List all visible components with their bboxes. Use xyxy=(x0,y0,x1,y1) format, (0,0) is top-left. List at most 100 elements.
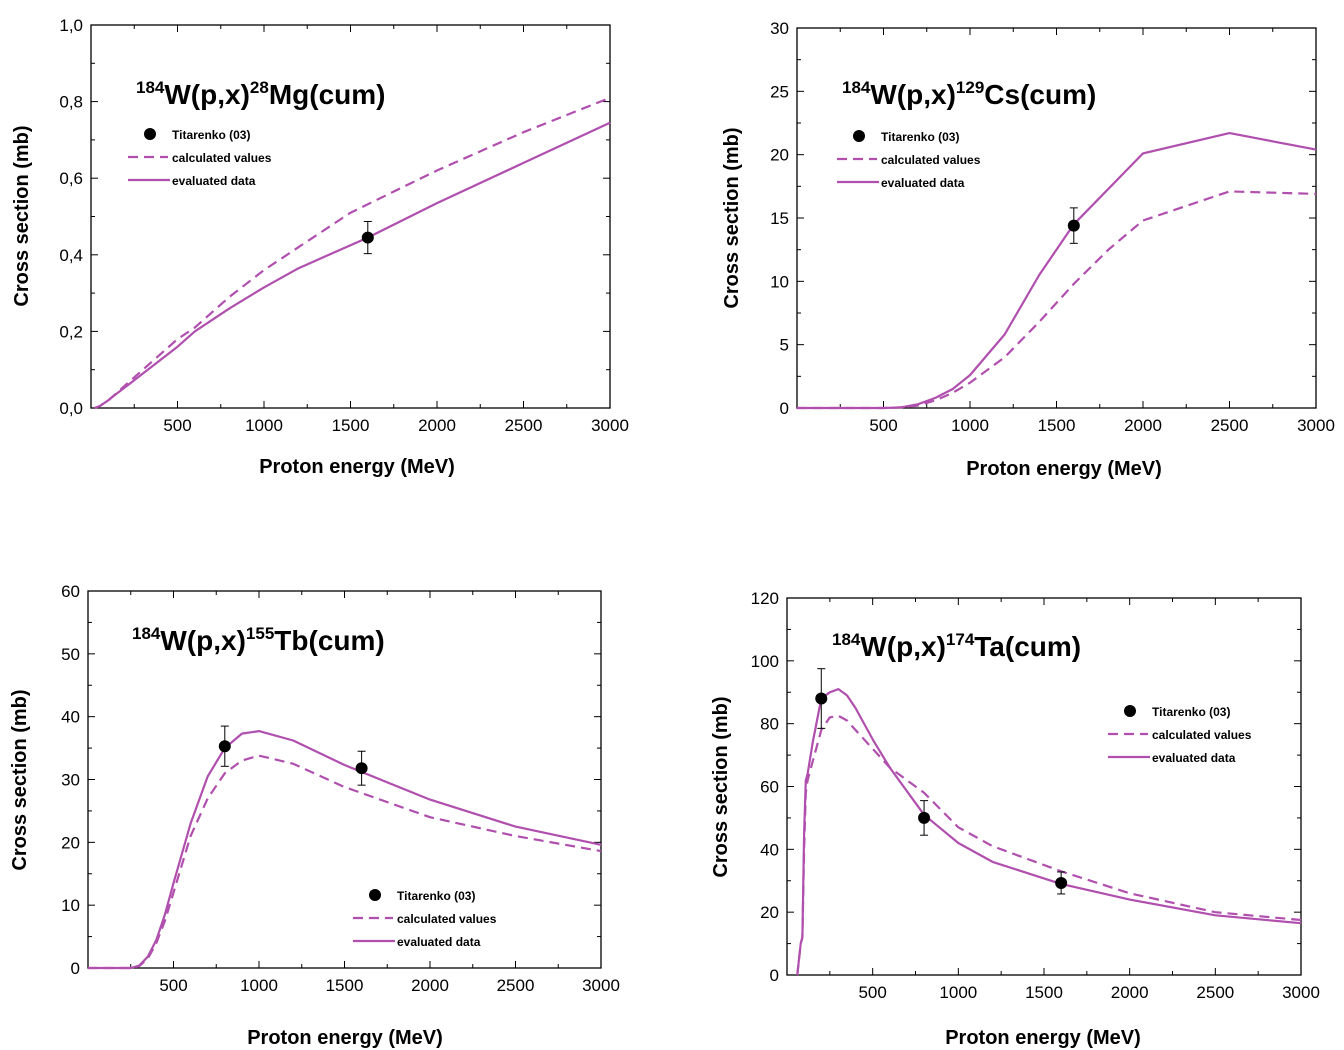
x-tick-label: 500 xyxy=(858,983,886,1002)
y-tick-label: 15 xyxy=(770,209,789,228)
legend-label: Titarenko (03) xyxy=(397,889,475,903)
y-axis-label: Cross section (mb) xyxy=(11,125,33,306)
x-tick-label: 1500 xyxy=(326,976,364,995)
title-superscript: 184 xyxy=(132,624,161,643)
y-tick-label: 60 xyxy=(760,778,779,797)
y-tick-label: 20 xyxy=(770,146,789,165)
legend: Titarenko (03) calculated values evaluated… xyxy=(353,889,497,949)
legend-label: Titarenko (03) xyxy=(1152,705,1230,719)
legend-label: Titarenko (03) xyxy=(172,128,250,142)
panel-title: 184W(p,x)129Cs(cum) xyxy=(842,78,1096,110)
x-axis-label: Proton energy (MeV) xyxy=(966,458,1162,480)
x-tick-label: 1000 xyxy=(245,416,283,435)
y-tick-label: 0,6 xyxy=(59,169,83,188)
x-tick-label: 2500 xyxy=(505,416,543,435)
data-point xyxy=(815,692,828,705)
x-axis-label: Proton energy (MeV) xyxy=(259,456,455,478)
data-point xyxy=(361,231,374,244)
evaluated-data-line xyxy=(94,121,611,410)
x-tick-label: 2000 xyxy=(411,976,449,995)
evaluated-data-line xyxy=(797,132,1317,410)
title-text: W(p,x) xyxy=(164,79,250,110)
legend-label: evaluated data xyxy=(172,174,256,188)
legend-marker-point xyxy=(144,128,156,140)
title-superscript: 184 xyxy=(842,78,871,97)
x-tick-label: 500 xyxy=(163,416,191,435)
legend-label: calculated values xyxy=(172,151,272,165)
calculated-values-line xyxy=(94,96,611,410)
calculated-values-line xyxy=(797,190,1317,410)
y-tick-label: 5 xyxy=(780,336,789,355)
title-text: W(p,x) xyxy=(870,79,956,110)
title-superscript: 174 xyxy=(946,630,975,649)
y-axis-label: Cross section (mb) xyxy=(710,696,732,877)
panel-title: 184W(p,x)28Mg(cum) xyxy=(136,78,385,110)
x-tick-label: 3000 xyxy=(591,416,629,435)
y-tick-label: 0 xyxy=(770,966,779,985)
title-superscript: 184 xyxy=(832,630,861,649)
y-tick-label: 100 xyxy=(751,652,779,671)
x-tick-label: 2500 xyxy=(1211,416,1249,435)
title-superscript: 129 xyxy=(956,78,984,97)
x-tick-label: 3000 xyxy=(1282,983,1320,1002)
x-tick-label: 500 xyxy=(159,976,187,995)
evaluated-data-line xyxy=(796,687,1302,976)
title-superscript: 28 xyxy=(250,78,269,97)
x-tick-label: 1000 xyxy=(240,976,278,995)
x-tick-label: 1500 xyxy=(1025,983,1063,1002)
y-tick-label: 80 xyxy=(760,715,779,734)
y-tick-label: 0 xyxy=(780,399,789,418)
x-tick-label: 1500 xyxy=(332,416,370,435)
title-text: Mg(cum) xyxy=(269,79,386,110)
data-point xyxy=(355,762,368,775)
y-tick-label: 60 xyxy=(61,582,80,601)
y-tick-label: 20 xyxy=(61,833,80,852)
y-tick-label: 30 xyxy=(61,771,80,790)
legend: Titarenko (03) calculated values evaluated… xyxy=(1108,705,1252,765)
y-tick-label: 0,0 xyxy=(59,399,83,418)
x-axis-label: Proton energy (MeV) xyxy=(945,1027,1141,1049)
y-axis-label: Cross section (mb) xyxy=(721,127,743,308)
legend-label: calculated values xyxy=(881,153,981,167)
panel-title: 184W(p,x)155Tb(cum) xyxy=(132,624,385,656)
title-text: Ta(cum) xyxy=(974,631,1081,662)
legend-marker-point xyxy=(369,889,381,901)
legend: Titarenko (03) calculated values evaluated… xyxy=(837,130,981,190)
title-text: Tb(cum) xyxy=(274,625,384,656)
y-tick-label: 40 xyxy=(61,708,80,727)
y-tick-label: 10 xyxy=(61,896,80,915)
legend-label: evaluated data xyxy=(397,935,481,949)
data-point xyxy=(1055,876,1068,889)
calculated-values-line xyxy=(88,754,602,970)
y-axis-label: Cross section (mb) xyxy=(9,689,31,870)
x-tick-label: 2000 xyxy=(1124,416,1162,435)
y-tick-label: 10 xyxy=(770,272,789,291)
chart-panel-4: 500 1000 1500 2000 2500 3000 0 20 40 60 80 100 120 Pr… xyxy=(710,589,1320,1049)
legend-marker-point xyxy=(1124,705,1136,717)
chart-panel-2: 500 1000 1500 2000 2500 3000 0 5 10 15 20 25 30 Proto… xyxy=(721,19,1335,480)
legend-label: calculated values xyxy=(397,912,497,926)
x-tick-label: 1500 xyxy=(1038,416,1076,435)
chart-panel-1: 500 1000 1500 2000 2500 3000 0,0 0,2 0,4 0,6 0,8 1,… xyxy=(11,16,629,478)
y-tick-label: 20 xyxy=(760,903,779,922)
legend-label: calculated values xyxy=(1152,728,1252,742)
y-tick-label: 30 xyxy=(770,19,789,38)
y-tick-label: 120 xyxy=(751,589,779,608)
x-tick-label: 2500 xyxy=(1196,983,1234,1002)
y-tick-label: 0,2 xyxy=(59,322,83,341)
evaluated-data-line xyxy=(88,729,602,970)
title-superscript: 155 xyxy=(246,624,274,643)
y-tick-label: 25 xyxy=(770,82,789,101)
title-text: W(p,x) xyxy=(160,625,246,656)
legend-marker-point xyxy=(853,130,865,142)
x-tick-label: 500 xyxy=(869,416,897,435)
legend-label: Titarenko (03) xyxy=(881,130,959,144)
panel-title: 184W(p,x)174Ta(cum) xyxy=(832,630,1081,662)
x-axis-label: Proton energy (MeV) xyxy=(247,1027,443,1049)
data-point xyxy=(1067,219,1080,232)
y-tick-label: 0,8 xyxy=(59,93,83,112)
x-tick-label: 1000 xyxy=(951,416,989,435)
title-superscript: 184 xyxy=(136,78,165,97)
y-tick-label: 0 xyxy=(71,959,80,978)
